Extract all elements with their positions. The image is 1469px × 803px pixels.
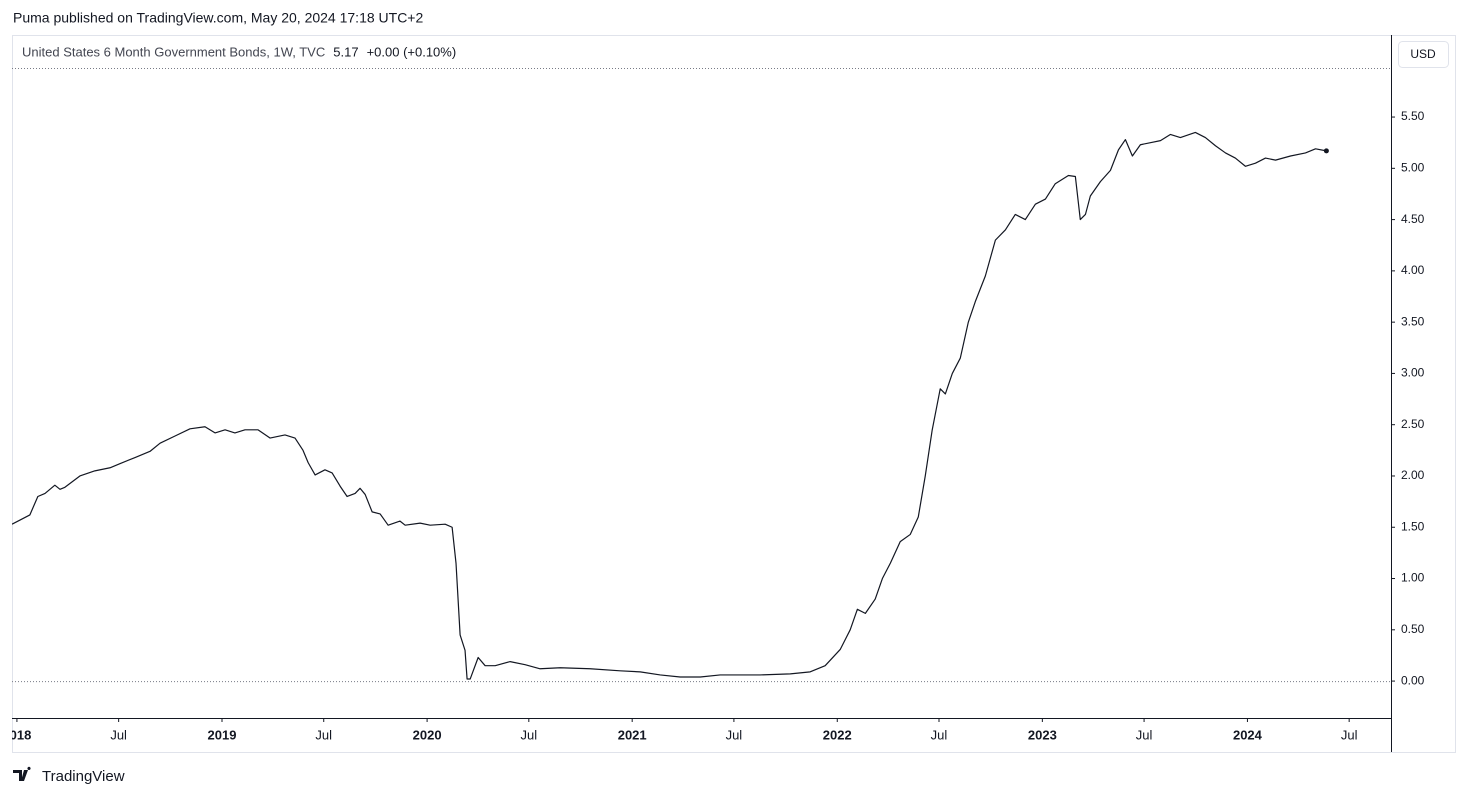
- last-price: 5.17: [333, 44, 358, 59]
- x-tick-label: Jul: [726, 727, 743, 742]
- y-tick-label: 2.50: [1401, 417, 1425, 431]
- last-point: [1323, 148, 1329, 154]
- y-tick-label: 3.50: [1401, 314, 1425, 328]
- x-tick-label: Jul: [110, 727, 127, 742]
- y-tick-label: 1.50: [1401, 519, 1425, 533]
- x-tick-label: Jul: [1341, 727, 1358, 742]
- y-tick-label: 5.00: [1401, 160, 1425, 174]
- x-tick-label: 2020: [413, 727, 442, 742]
- x-tick-label: 2021: [618, 727, 647, 742]
- y-tick-label: 2.00: [1401, 468, 1425, 482]
- x-tick-label: Jul: [1136, 727, 1153, 742]
- y-tick-label: 4.50: [1401, 212, 1425, 226]
- chart-frame: [12, 35, 1456, 753]
- price-change: +0.00 (+0.10%): [367, 44, 457, 59]
- x-tick-label: 2022: [823, 727, 852, 742]
- y-tick-label: 0.50: [1401, 622, 1425, 636]
- y-tick-label: 0.00: [1401, 673, 1425, 687]
- footer-brand: TradingView: [42, 768, 125, 785]
- x-tick-label: Jul: [931, 727, 948, 742]
- y-tick-label: 1.00: [1401, 571, 1425, 585]
- legend-title: United States 6 Month Government Bonds, …: [22, 44, 325, 59]
- x-axis-labels: 2018 Jul 2019 Jul 2020 Jul 2021 Jul 2022 Jul 2023 J…: [2, 727, 1358, 742]
- currency-label[interactable]: USD: [1410, 47, 1436, 61]
- price-line: [12, 131, 1327, 680]
- x-tick-label: 2024: [1233, 727, 1263, 742]
- y-tick-label: 3.00: [1401, 366, 1425, 380]
- publish-header: Puma published on TradingView.com, May 2…: [13, 10, 423, 26]
- x-tick-label: Jul: [315, 727, 332, 742]
- y-tick-label: 5.50: [1401, 109, 1425, 123]
- x-tick-label: 2023: [1028, 727, 1057, 742]
- currency-button[interactable]: [1398, 41, 1449, 68]
- tradingview-logo: [13, 766, 31, 781]
- x-tick-label: 2018: [2, 727, 31, 742]
- y-tick-label: 4.00: [1401, 263, 1425, 277]
- x-tick-label: 2019: [208, 727, 237, 742]
- x-tick-label: Jul: [521, 727, 538, 742]
